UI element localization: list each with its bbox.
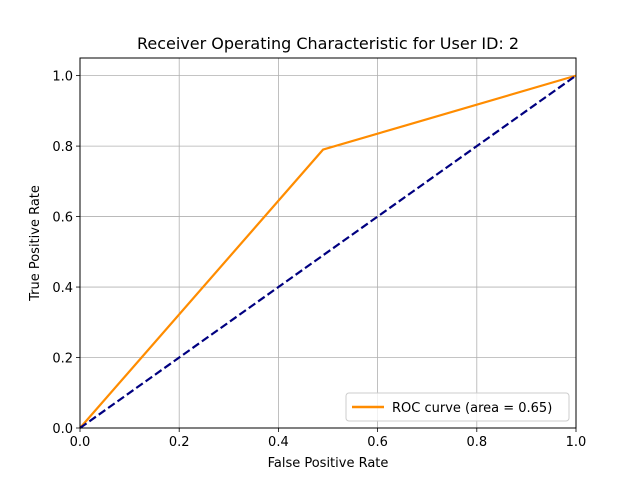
- y-axis-label: True Positive Rate: [28, 185, 43, 302]
- y-tick-label: 0.8: [52, 140, 73, 155]
- y-tick-label: 0.4: [52, 281, 73, 296]
- chance-diagonal-line: [79, 74, 577, 429]
- tick-layer: 0.0 0.2 0.4 0.6 0.8 1.0 0.0 0.2 0.4 0.6 0.8 1.0: [52, 70, 586, 450]
- x-tick-label: 1.0: [566, 435, 587, 450]
- x-tick-label: 0.8: [466, 435, 487, 450]
- x-tick-label: 0.6: [367, 435, 388, 450]
- y-tick-label: 1.0: [52, 70, 73, 85]
- grid-layer: [79, 58, 577, 429]
- legend-box: [345, 392, 570, 422]
- y-tick-label: 0.6: [52, 211, 73, 226]
- legend: ROC curve (area = 0.65): [345, 392, 570, 422]
- y-tick-label: 0.0: [52, 422, 73, 437]
- y-tick-label: 0.2: [52, 352, 73, 367]
- x-tick-label: 0.4: [268, 435, 289, 450]
- x-tick-label: 0.2: [169, 435, 190, 450]
- series-layer: [79, 74, 577, 429]
- plot-frame: [79, 57, 577, 429]
- chart-title: Receiver Operating Characteristic for Us…: [137, 34, 519, 53]
- roc-curve-line: [79, 74, 577, 429]
- x-axis-label: False Positive Rate: [268, 456, 389, 471]
- x-tick-label: 0.0: [70, 435, 91, 450]
- legend-label-roc: ROC curve (area = 0.65): [392, 401, 552, 416]
